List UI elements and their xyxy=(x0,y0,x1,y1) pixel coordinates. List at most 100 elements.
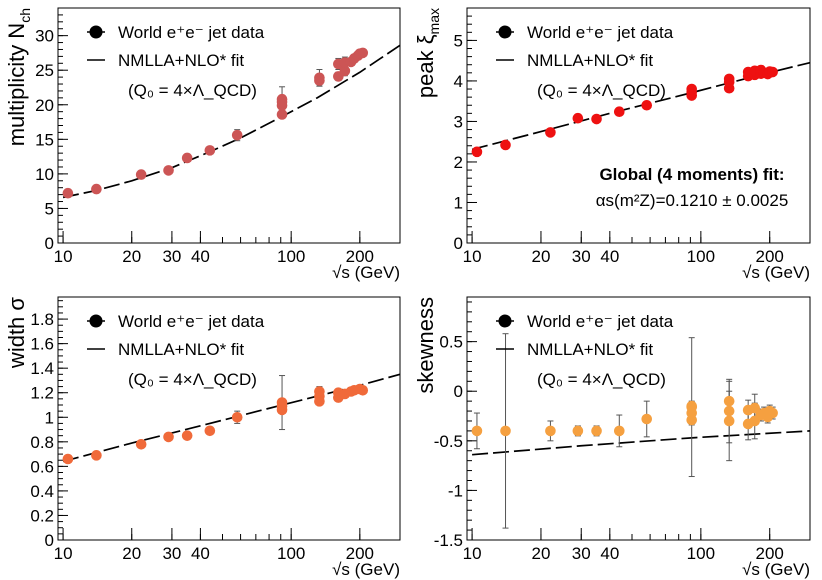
data-point xyxy=(723,73,735,85)
legend-data-label: World e⁺e⁻ jet data xyxy=(527,312,674,331)
data-point xyxy=(572,425,584,437)
data-point xyxy=(163,431,174,443)
x-tick-label: 200 xyxy=(756,544,784,563)
y-tick-label: 15 xyxy=(35,130,54,149)
x-tick-label: 200 xyxy=(346,247,374,266)
x-tick-label: 30 xyxy=(572,247,591,266)
x-tick-label: 10 xyxy=(463,544,482,563)
data-point xyxy=(314,386,325,397)
x-tick-label: 100 xyxy=(687,544,715,563)
legend-fit-label: NMLLA+NLO* fit xyxy=(527,51,653,70)
data-point xyxy=(471,146,483,158)
y-tick-label: 1 xyxy=(454,193,463,212)
data-point xyxy=(62,453,74,465)
data-point xyxy=(163,165,174,176)
data-point xyxy=(91,450,102,461)
data-point xyxy=(545,425,556,437)
legend-fit-note: (Q₀ = 4×Λ_QCD) xyxy=(128,370,257,389)
legend-fit-note: (Q₀ = 4×Λ_QCD) xyxy=(537,370,666,389)
y-axis-label-main: multiplicity N xyxy=(4,23,29,146)
data-point xyxy=(135,169,147,180)
plot-frame xyxy=(466,296,811,541)
data-point xyxy=(204,425,216,437)
x-tick-label: 30 xyxy=(572,544,591,563)
y-tick-label: 0 xyxy=(45,234,54,253)
plot-frame xyxy=(57,7,401,244)
legend-fit-label: NMLLA+NLO* fit xyxy=(118,340,244,359)
y-tick-label: 0 xyxy=(45,531,54,550)
panel-peak: 0 1 2 3 4 5 10 20 30 40 100 200√s (GeV) peak ξmax Wor… xyxy=(413,7,811,282)
y-tick-label: 0.2 xyxy=(30,506,54,525)
y-tick-label: 1.6 xyxy=(30,335,54,354)
x-tick-label: 40 xyxy=(600,544,619,563)
panel-width: 0 0.2 0.4 0.6 0.8 1 1.2 1.4 1.6 1.8 10 20 30 40 100 200… xyxy=(4,296,401,579)
data-point xyxy=(613,106,625,118)
panel-skewness: -1.5 -1 -0.5 0 0.5 10 20 30 40 100 200√s (GeV) skew… xyxy=(413,296,811,579)
fit-curve xyxy=(62,44,401,199)
legend-fit-label: NMLLA+NLO* fit xyxy=(527,340,653,359)
data-point xyxy=(135,438,147,450)
data-point xyxy=(231,411,243,423)
y-tick-label: 5 xyxy=(454,31,463,50)
x-tick-label: 100 xyxy=(687,247,715,266)
data-point xyxy=(276,93,288,105)
y-tick-label: 20 xyxy=(35,96,54,115)
fit-curve xyxy=(472,430,811,456)
x-tick-label: 100 xyxy=(277,247,305,266)
data-point xyxy=(686,83,698,95)
data-point xyxy=(181,430,193,441)
plot-frame xyxy=(466,7,811,244)
data-point xyxy=(339,65,351,77)
x-tick-label: 10 xyxy=(54,544,73,563)
y-axis-label: peak ξmax xyxy=(413,8,442,98)
x-tick-label: 20 xyxy=(122,247,141,266)
legend-fit-note: (Q₀ = 4×Λ_QCD) xyxy=(537,81,666,100)
x-tick-label: 40 xyxy=(191,247,210,266)
y-tick-label: 0.6 xyxy=(30,457,54,476)
data-point xyxy=(545,127,556,138)
data-point xyxy=(276,109,288,120)
y-tick-label: 1.4 xyxy=(30,359,54,378)
y-axis-label-main: width σ xyxy=(4,297,29,369)
data-point xyxy=(357,384,369,396)
data-point xyxy=(641,99,653,111)
y-tick-label: 0 xyxy=(454,234,463,253)
data-point xyxy=(91,183,102,195)
y-tick-label: 25 xyxy=(35,61,54,80)
data-point xyxy=(314,72,325,84)
y-tick-label: 0.8 xyxy=(30,433,54,452)
y-tick-label: 10 xyxy=(35,165,54,184)
y-axis-label: multiplicity Nch xyxy=(4,8,33,146)
legend-fit-note: (Q₀ = 4×Λ_QCD) xyxy=(128,81,257,100)
data-point xyxy=(641,413,653,425)
y-axis-label: width σ xyxy=(4,297,29,369)
data-point xyxy=(181,152,193,164)
y-tick-label: 1.2 xyxy=(30,384,54,403)
data-point xyxy=(749,402,761,414)
data-point xyxy=(357,47,369,59)
y-tick-label: 2 xyxy=(454,153,463,172)
x-tick-label: 40 xyxy=(600,247,619,266)
data-point xyxy=(723,395,735,407)
data-point xyxy=(591,113,602,125)
legend-fit-label: NMLLA+NLO* fit xyxy=(118,51,244,70)
y-tick-label: 0.5 xyxy=(439,333,463,352)
x-tick-label: 20 xyxy=(531,247,550,266)
data-point xyxy=(613,425,625,437)
y-tick-label: 5 xyxy=(45,199,54,218)
annotation-title: Global (4 moments) fit: xyxy=(599,165,784,184)
data-point xyxy=(500,139,511,151)
x-axis-label: √s (GeV) xyxy=(742,263,810,282)
legend-data-label: World e⁺e⁻ jet data xyxy=(118,23,265,42)
y-tick-label: 0 xyxy=(454,382,463,401)
legend-data-label: World e⁺e⁻ jet data xyxy=(527,23,674,42)
x-tick-label: 10 xyxy=(54,247,73,266)
y-tick-label: -1.5 xyxy=(434,531,463,550)
legend-data-label: World e⁺e⁻ jet data xyxy=(118,312,265,331)
x-axis-label: √s (GeV) xyxy=(332,263,400,282)
data-point xyxy=(591,425,602,437)
x-tick-label: 100 xyxy=(277,544,305,563)
x-tick-label: 10 xyxy=(463,247,482,266)
x-axis-label: √s (GeV) xyxy=(332,560,400,579)
data-point xyxy=(204,145,216,156)
